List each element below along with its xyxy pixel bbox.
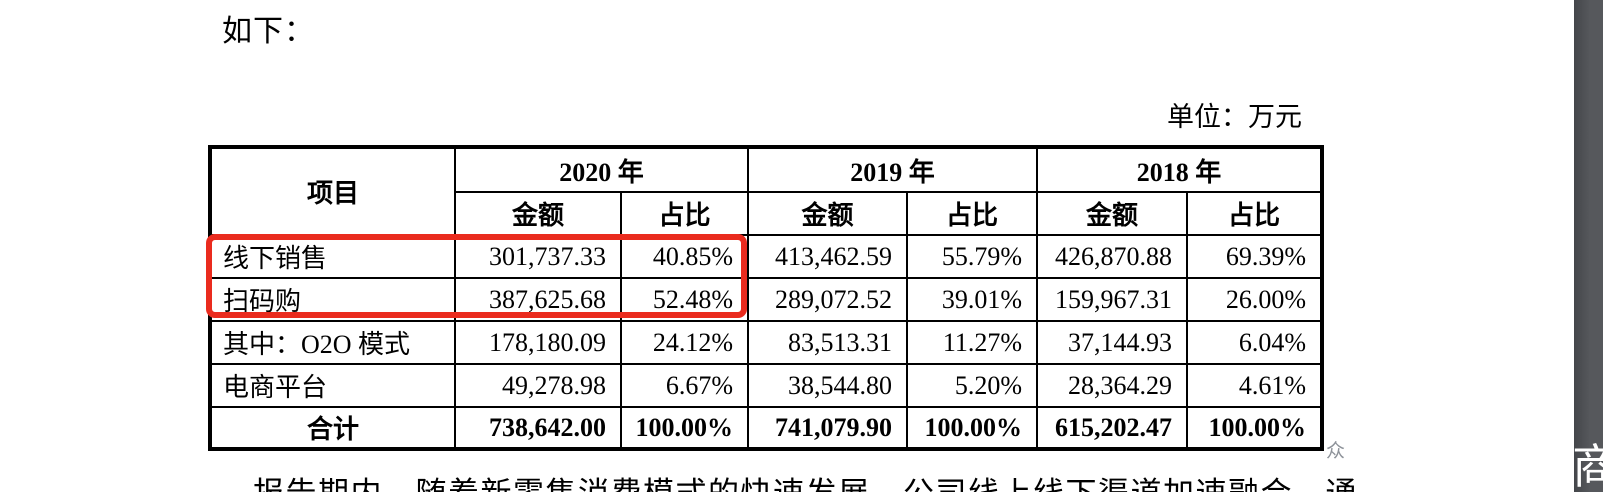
cell-amount-2018: 159,967.31 [1036,277,1189,322]
cell-amount-2019: 38,544.80 [747,363,909,408]
unit-label: 单位：万元 [1167,102,1302,132]
total-amount-2020: 738,642.00 [454,406,622,450]
cell-ratio-2019: 55.79% [906,234,1039,279]
header-year-2019: 2019 年 [747,146,1039,193]
right-edge-bar [1574,0,1603,492]
revenue-breakdown-table: 项目 2020 年 2019 年 2018 年 金额 占比 金额 占比 金额 占… [208,145,1325,451]
cell-ratio-2020: 6.67% [619,363,750,408]
cell-ratio-2019: 5.20% [906,363,1039,408]
bottom-paragraph-clipped: 报告期内，随着新零售消费模式的快速发展，公司线上线下渠道加速融合，通 [253,468,1453,492]
header-ratio-2020: 占比 [619,191,750,236]
red-highlight-annotation [206,234,747,318]
header-year-2020: 2020 年 [453,146,750,193]
table-row: 电商平台 49,278.98 6.67% 38,544.80 5.20% 28,… [209,363,1324,408]
cell-amount-2019: 289,072.52 [747,277,909,322]
row-label: 其中：O2O 模式 [209,320,456,365]
cell-amount-2018: 426,870.88 [1036,234,1189,279]
header-year-2018: 2018 年 [1036,146,1324,193]
cell-ratio-2020: 40.85% [619,234,750,279]
cell-amount-2018: 37,144.93 [1036,320,1189,365]
total-label: 合计 [209,406,456,450]
cell-ratio-2019: 11.27% [906,320,1039,365]
cell-amount-2018: 28,364.29 [1036,363,1189,408]
header-item: 项目 [209,146,456,236]
total-amount-2018: 615,202.47 [1036,406,1189,450]
cell-amount-2020: 49,278.98 [454,363,622,408]
cell-ratio-2018: 4.61% [1186,363,1324,408]
edge-bar-watermark-char: 商 [1572,442,1603,492]
cell-amount-2019: 83,513.31 [747,320,909,365]
cell-ratio-2018: 69.39% [1186,234,1324,279]
cell-ratio-2019: 39.01% [906,277,1039,322]
total-ratio-2019: 100.00% [906,406,1039,450]
row-label: 线下销售 [209,234,456,279]
header-ratio-2019: 占比 [906,191,1039,236]
table-row: 线下销售 301,737.33 40.85% 413,462.59 55.79%… [209,234,1324,279]
intro-text: 如下： [222,15,315,48]
watermark-glyph: 众 [1326,441,1346,462]
total-amount-2019: 741,079.90 [747,406,909,450]
cell-amount-2019: 413,462.59 [747,234,909,279]
cell-amount-2020: 178,180.09 [454,320,622,365]
row-label: 电商平台 [209,363,456,408]
cell-ratio-2018: 6.04% [1186,320,1324,365]
table-header-years: 项目 2020 年 2019 年 2018 年 [209,146,1324,236]
cell-ratio-2018: 26.00% [1186,277,1324,322]
cell-ratio-2020: 24.12% [619,320,750,365]
header-ratio-2018: 占比 [1186,191,1324,236]
header-amount-2020: 金额 [454,191,622,236]
total-ratio-2020: 100.00% [619,406,750,450]
cell-amount-2020: 301,737.33 [454,234,622,279]
total-ratio-2018: 100.00% [1186,406,1324,450]
header-amount-2018: 金额 [1036,191,1189,236]
header-amount-2019: 金额 [747,191,909,236]
table-row: 其中：O2O 模式 178,180.09 24.12% 83,513.31 11… [209,320,1324,365]
table-total-row: 合计 738,642.00 100.00% 741,079.90 100.00%… [209,406,1324,450]
